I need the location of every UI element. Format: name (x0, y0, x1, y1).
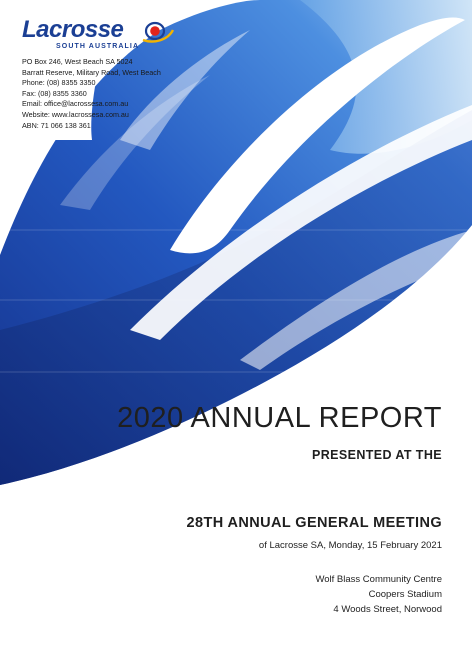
venue-address: Wolf Blass Community Centre Coopers Stad… (315, 572, 442, 617)
logo-ball-icon (142, 21, 174, 43)
contact-line: ABN: 71 066 138 361 (22, 120, 91, 130)
contact-details: PO Box 246, West Beach SA 5024 Barratt R… (22, 57, 161, 131)
logo-subtitle: SOUTH AUSTRALIA (56, 43, 140, 50)
contact-line: PO Box 246, West Beach SA 5024 (22, 57, 133, 66)
lacrosse-logo: Lacrosse SOUTH AUSTRALIA (22, 16, 192, 56)
contact-line: Barratt Reserve, Military Road, West Bea… (22, 67, 161, 77)
report-title: 2020 ANNUAL REPORT (117, 402, 442, 434)
contact-line: Phone: (08) 8355 3350 (22, 78, 96, 88)
logo-wordmark: Lacrosse (22, 16, 124, 43)
venue-line: Coopers Stadium (368, 589, 442, 600)
contact-email[interactable]: Email: office@lacrossesa.com.au (22, 99, 129, 109)
meeting-subtitle: of Lacrosse SA, Monday, 15 February 2021 (258, 540, 442, 551)
meeting-title: 28TH ANNUAL GENERAL MEETING (186, 515, 442, 531)
contact-website[interactable]: Website: www.lacrossesa.com.au (22, 109, 129, 119)
venue-line: 4 Woods Street, Norwood (333, 604, 442, 615)
venue-line: Wolf Blass Community Centre (315, 574, 442, 585)
contact-line: Fax: (08) 8355 3360 (22, 88, 87, 98)
presented-label: PRESENTED AT THE (311, 448, 442, 462)
